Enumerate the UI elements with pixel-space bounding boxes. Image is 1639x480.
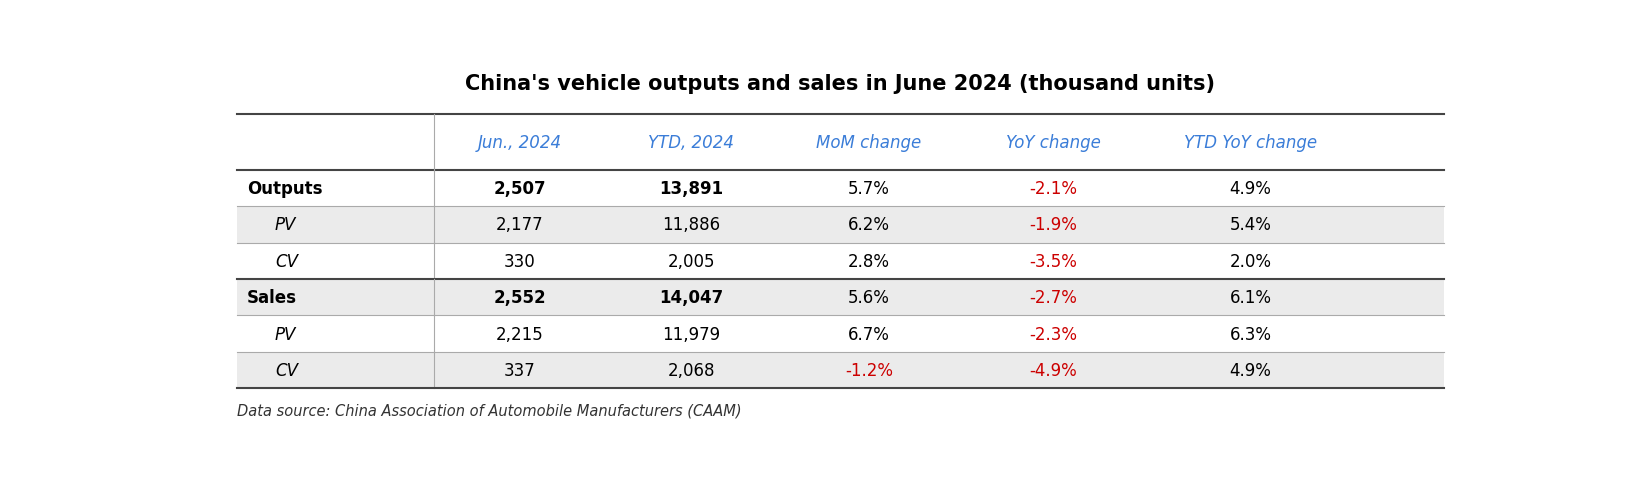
Text: CV: CV: [275, 361, 298, 379]
Text: 2.8%: 2.8%: [847, 252, 890, 270]
Text: 330: 330: [503, 252, 534, 270]
Text: 5.7%: 5.7%: [847, 180, 890, 197]
Text: -4.9%: -4.9%: [1029, 361, 1077, 379]
Text: CV: CV: [275, 252, 298, 270]
Text: PV: PV: [275, 325, 297, 343]
Text: 5.4%: 5.4%: [1229, 216, 1270, 234]
Text: 337: 337: [503, 361, 534, 379]
Text: 2,215: 2,215: [495, 325, 543, 343]
Bar: [236, 207, 1444, 243]
Bar: [236, 352, 1444, 388]
Text: 2,068: 2,068: [667, 361, 715, 379]
Text: Sales: Sales: [247, 288, 297, 307]
Text: 2,552: 2,552: [493, 288, 546, 307]
Text: 14,047: 14,047: [659, 288, 723, 307]
Text: -2.3%: -2.3%: [1029, 325, 1077, 343]
Text: 4.9%: 4.9%: [1229, 361, 1270, 379]
Bar: [236, 279, 1444, 316]
Text: China's vehicle outputs and sales in June 2024 (thousand units): China's vehicle outputs and sales in Jun…: [465, 73, 1214, 94]
Text: 6.1%: 6.1%: [1229, 288, 1270, 307]
Text: Jun., 2024: Jun., 2024: [477, 133, 561, 152]
Text: 2,005: 2,005: [667, 252, 715, 270]
Text: 6.2%: 6.2%: [847, 216, 890, 234]
Text: Outputs: Outputs: [247, 180, 323, 197]
Text: YoY change: YoY change: [1005, 133, 1100, 152]
Text: -1.9%: -1.9%: [1029, 216, 1077, 234]
Text: 5.6%: 5.6%: [847, 288, 890, 307]
Text: 11,979: 11,979: [662, 325, 720, 343]
Text: -1.2%: -1.2%: [844, 361, 893, 379]
Text: 2,177: 2,177: [495, 216, 543, 234]
Text: MoM change: MoM change: [816, 133, 921, 152]
Text: Data source: China Association of Automobile Manufacturers (CAAM): Data source: China Association of Automo…: [236, 403, 741, 418]
Text: 6.3%: 6.3%: [1229, 325, 1270, 343]
Text: -2.1%: -2.1%: [1029, 180, 1077, 197]
Text: YTD YoY change: YTD YoY change: [1183, 133, 1316, 152]
Text: YTD, 2024: YTD, 2024: [647, 133, 734, 152]
Text: -3.5%: -3.5%: [1029, 252, 1077, 270]
Text: 2.0%: 2.0%: [1229, 252, 1270, 270]
Text: PV: PV: [275, 216, 297, 234]
Text: 2,507: 2,507: [493, 180, 546, 197]
Text: 13,891: 13,891: [659, 180, 723, 197]
Text: 4.9%: 4.9%: [1229, 180, 1270, 197]
Text: -2.7%: -2.7%: [1029, 288, 1077, 307]
Text: 6.7%: 6.7%: [847, 325, 890, 343]
Text: 11,886: 11,886: [662, 216, 720, 234]
